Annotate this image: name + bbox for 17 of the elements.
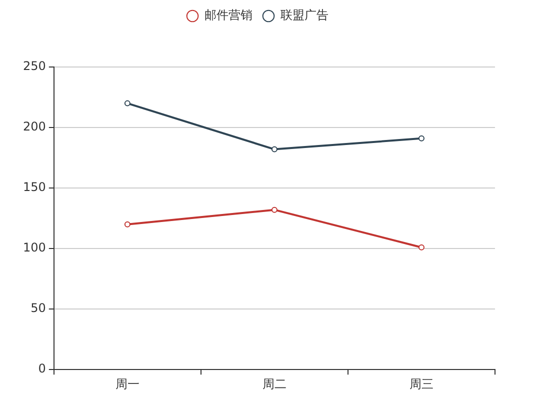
legend-label: 联盟广告 (280, 8, 328, 22)
y-tick-label: 0 (38, 362, 46, 376)
y-tick-label: 250 (23, 59, 46, 74)
y-tick-label: 150 (23, 180, 46, 194)
y-tick-label: 100 (23, 240, 46, 255)
point (418, 244, 424, 250)
legend-label: 邮件营销 (204, 8, 252, 22)
y-tick-label: 50 (30, 301, 46, 316)
point (124, 221, 130, 228)
y-tick-label: 200 (23, 120, 46, 134)
point (271, 206, 278, 213)
point (418, 135, 424, 142)
x-tick-label: 周二 (262, 376, 286, 391)
x-tick-label: 周一 (115, 376, 140, 391)
x-tick-label: 周三 (409, 376, 434, 391)
point (124, 100, 130, 106)
point (271, 146, 278, 152)
